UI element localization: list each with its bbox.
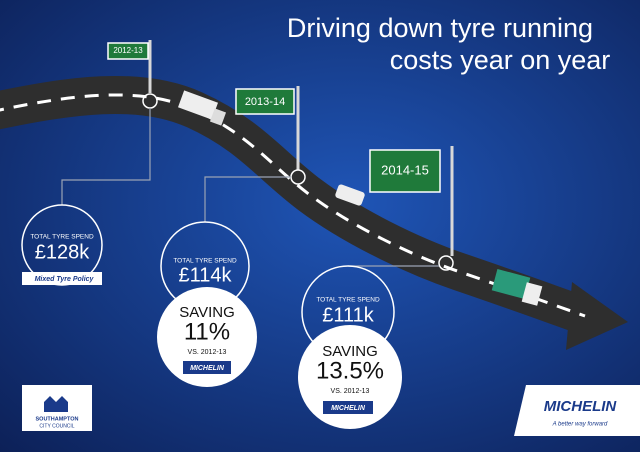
spend-value: £128k: [35, 241, 90, 263]
truck: [491, 268, 543, 306]
brand-badge: [183, 361, 231, 374]
sign-label: 2012-13: [113, 46, 143, 55]
spend-label: TOTAL TYRE SPEND: [30, 234, 94, 241]
spend-value: £111k: [322, 304, 375, 326]
council-emblem: [44, 396, 68, 412]
spend-label: TOTAL TYRE SPEND: [173, 258, 237, 265]
spend-value: £114k: [178, 264, 232, 286]
leader-line: [61, 108, 151, 205]
comparison: VS. 2012-13: [331, 388, 370, 395]
saving-label: SAVING: [322, 343, 378, 360]
brand-text: MICHELIN: [331, 405, 366, 412]
truck: [178, 90, 227, 126]
badge: [22, 272, 102, 285]
brand-text: MICHELIN: [190, 365, 225, 372]
brand-tagline: A better way forward: [552, 422, 608, 428]
leader-line: [204, 176, 291, 222]
saving-value: 13.5%: [316, 357, 384, 384]
saving-label: SAVING: [179, 304, 235, 321]
council-name: CITY COUNCIL: [39, 423, 74, 429]
road-sign: [369, 149, 441, 193]
comparison: VS. 2012-13: [188, 349, 227, 356]
council-name: SOUTHAMPTON: [36, 416, 79, 422]
sign-label: 2014-15: [381, 162, 429, 177]
brand-logo: [514, 385, 640, 436]
brand-badge: [323, 401, 373, 414]
marker: [438, 255, 454, 271]
brand-logo-text: MICHELIN: [544, 398, 618, 415]
van: [335, 184, 365, 206]
road: [0, 76, 628, 350]
saving-circle: [157, 287, 257, 387]
road-sign: [107, 42, 149, 60]
title-line: Driving down tyre running: [287, 13, 593, 43]
badge-text: Mixed Tyre Policy: [35, 276, 95, 283]
spend-label: TOTAL TYRE SPEND: [316, 297, 380, 304]
road-sign: [235, 88, 295, 115]
sign-label: 2013-14: [245, 96, 285, 108]
title-line: costs year on year: [390, 45, 611, 75]
saving-value: 11%: [184, 318, 230, 345]
